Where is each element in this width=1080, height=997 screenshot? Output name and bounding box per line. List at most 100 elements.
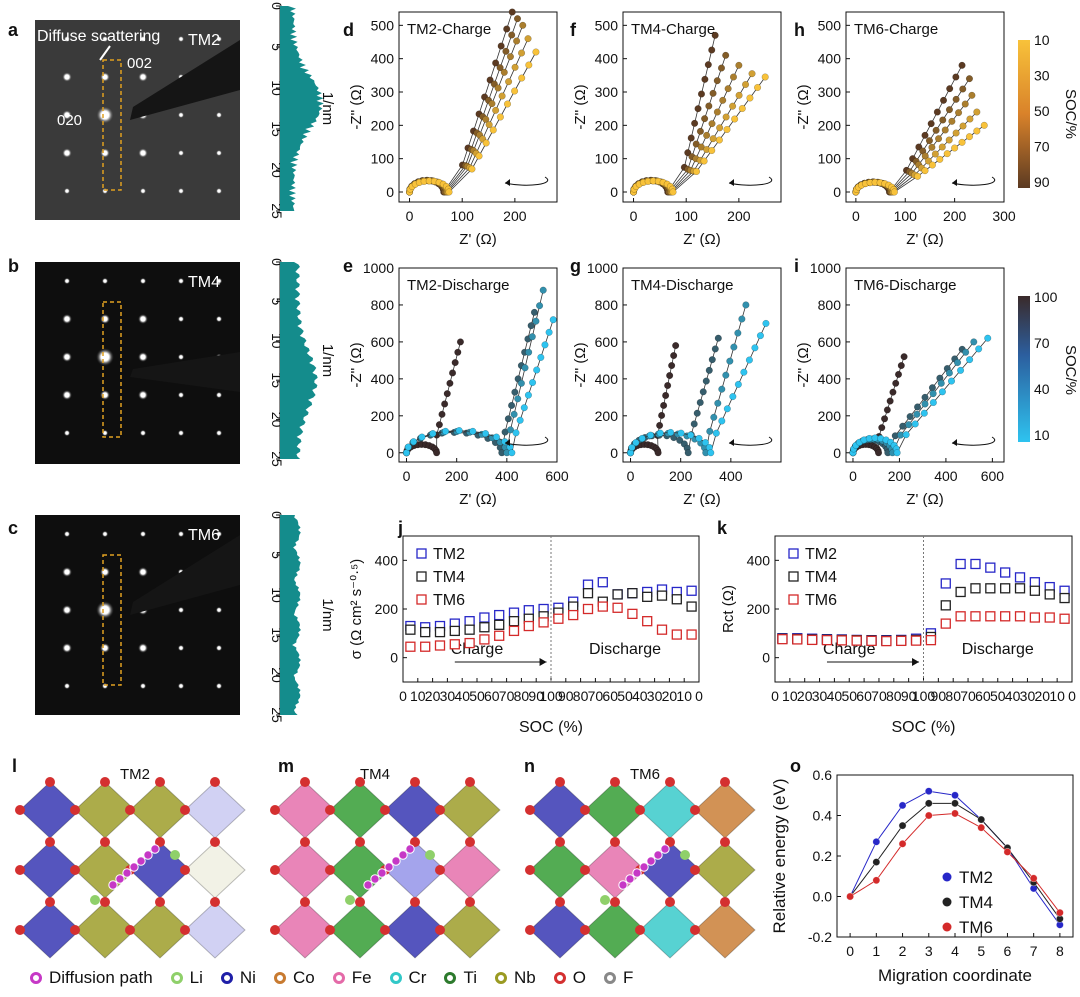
nyquist-series-g-10	[626, 319, 770, 457]
oxygen-atom	[690, 925, 700, 935]
octahedron	[694, 781, 756, 839]
x-tick-label: 20	[662, 688, 678, 704]
panel-letter-a: a	[8, 20, 19, 40]
diffusion-path-atom	[632, 868, 642, 878]
x-axis-label-g: Z' (Ω)	[683, 491, 720, 508]
nyquist-point	[751, 344, 759, 352]
diffraction-spot-core	[64, 607, 70, 613]
octahedron	[329, 901, 391, 959]
nyquist-point	[511, 87, 519, 95]
data-point	[1014, 583, 1026, 594]
nyquist-series-i-10	[849, 334, 992, 457]
panel-letter-c: c	[8, 518, 18, 538]
beam-stopper	[130, 40, 240, 120]
data-point	[985, 583, 996, 594]
nyquist-point	[952, 95, 960, 103]
data-point	[1029, 612, 1041, 623]
y-tick-label: 600	[371, 334, 395, 350]
oxygen-atom	[100, 897, 110, 907]
oxygen-atom	[180, 865, 190, 875]
li-atom	[345, 895, 355, 905]
nyquist-point	[521, 364, 529, 372]
x-tick-label: 2	[899, 943, 907, 959]
legend-marker-TM6	[416, 594, 427, 605]
x-tick-label: 0	[1068, 688, 1076, 704]
nyquist-point	[708, 356, 716, 364]
intensity-profile	[280, 6, 324, 211]
nyquist-point	[404, 443, 412, 451]
nyquist-point	[938, 388, 946, 396]
data-point	[612, 589, 623, 600]
oxygen-atom	[380, 925, 390, 935]
nyquist-point	[511, 388, 519, 396]
nyquist-point	[921, 393, 929, 401]
diffraction-spot-core	[179, 393, 183, 397]
y-axis-label-d: -Z'' (Ω)	[348, 84, 365, 129]
nyquist-point	[497, 42, 505, 50]
legend-label-k-TM2: TM2	[805, 546, 837, 563]
nyquist-point	[881, 415, 889, 423]
structure-title-l: TM2	[120, 766, 150, 783]
nyquist-point	[638, 434, 646, 442]
nyquist-point	[481, 430, 490, 438]
legend-item-nb: Nb	[495, 968, 536, 988]
discharge-label-j: Discharge	[589, 641, 661, 658]
nyquist-line	[630, 304, 747, 453]
data-point	[1044, 612, 1055, 623]
nyquist-point	[886, 397, 894, 405]
y-tick-label: 100	[818, 151, 842, 167]
nyquist-point	[528, 379, 537, 387]
diffraction-spot-core	[217, 393, 221, 397]
diffraction-spot-core	[65, 684, 69, 688]
y-tick-label: 0	[762, 650, 770, 666]
x-tick-label: 60	[602, 688, 618, 704]
nyquist-point	[485, 121, 493, 129]
x-tick-label: 100	[451, 208, 475, 224]
nyquist-point	[943, 150, 951, 158]
nyquist-point	[911, 420, 919, 428]
data-point	[494, 609, 505, 621]
nyquist-point	[958, 61, 966, 69]
y-tick-label: 0	[833, 445, 841, 461]
oxygen-atom	[270, 925, 280, 935]
y-axis-label-h: -Z'' (Ω)	[795, 84, 812, 129]
oxygen-atom	[435, 805, 445, 815]
oxygen-atom	[45, 897, 55, 907]
x-tick-label: 5	[977, 943, 985, 959]
spot-label-002: 002	[127, 55, 152, 72]
panel-letter-g: g	[570, 256, 581, 276]
energy-point	[898, 821, 907, 830]
crystal-structure-n	[525, 777, 756, 959]
y-tick-label: 400	[595, 51, 619, 67]
nyquist-point	[913, 410, 921, 418]
data-point	[494, 630, 505, 641]
legend-swatch	[553, 972, 566, 984]
data-point	[985, 611, 996, 622]
legend-label-k-TM6: TM6	[805, 592, 837, 609]
data-point	[420, 626, 431, 638]
intensity-profile	[280, 262, 318, 459]
nyquist-point	[948, 117, 956, 125]
nyquist-point	[525, 61, 533, 69]
nyquist-point	[883, 406, 891, 414]
nyquist-point	[716, 124, 724, 132]
nyquist-point	[438, 410, 446, 418]
direction-arrow	[951, 176, 996, 186]
oxygen-atom	[580, 865, 590, 875]
legend-swatch	[30, 972, 42, 984]
diffusion-path-atom	[370, 874, 380, 884]
nyquist-point	[951, 144, 959, 152]
chart-title-i: TM6-Discharge	[854, 277, 957, 294]
nyquist-point	[761, 73, 769, 81]
diffraction-spot-core	[217, 37, 221, 41]
y-tick-label: 1000	[587, 260, 618, 276]
diffraction-spot-core	[64, 392, 70, 398]
direction-arrowhead	[505, 439, 510, 446]
diffraction-spot-core	[179, 355, 183, 359]
nyquist-point	[489, 126, 497, 134]
data-point	[568, 601, 579, 612]
x-tick-label: 0	[399, 688, 407, 704]
panel-letter-b: b	[8, 256, 19, 276]
nyquist-point	[536, 302, 544, 310]
nyquist-point	[528, 333, 536, 341]
